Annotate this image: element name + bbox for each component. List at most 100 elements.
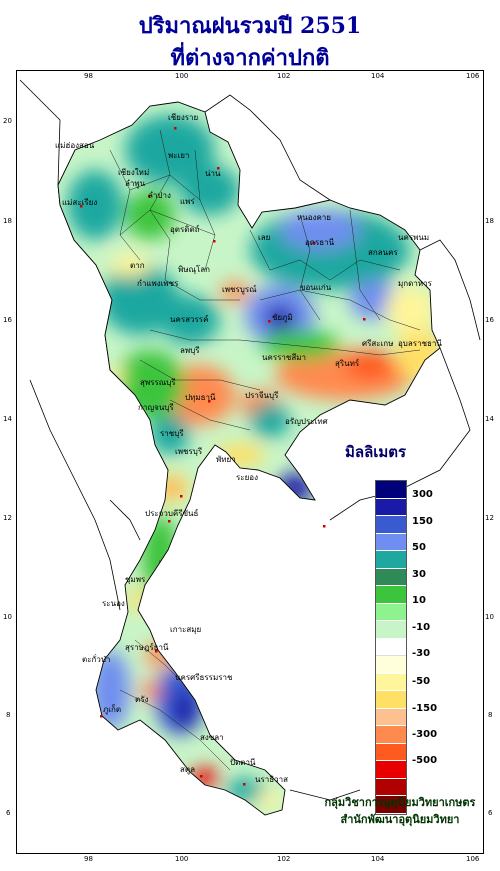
y-tick-left: 16 [3, 316, 12, 324]
province-label: เพชรบุรี [175, 447, 203, 456]
x-tick-bottom: 102 [277, 855, 291, 863]
province-label: ชุมพร [125, 575, 146, 584]
province-label: อุดรธานี [305, 238, 335, 247]
province-label: พัทยา [216, 455, 236, 464]
province-label: น่าน [205, 169, 221, 178]
province-label: แม่สะเรียง [62, 198, 97, 207]
province-label: เกาะสมุย [170, 625, 201, 634]
province-label: ปัตตานี [230, 758, 256, 767]
province-label: ลำพูน [125, 179, 146, 189]
y-tick-left: 14 [3, 415, 12, 423]
legend-swatch [376, 481, 406, 499]
legend-label: 10 [412, 595, 426, 606]
legend-title: มิลลิเมตร [345, 443, 407, 461]
legend-swatch [376, 568, 406, 586]
legend-swatch [376, 761, 406, 779]
legend-label: 150 [412, 516, 433, 527]
y-tick-left: 6 [6, 809, 11, 817]
province-label: หนองคาย [297, 213, 331, 222]
province-label: สกลนคร [368, 248, 398, 257]
y-tick-right: 14 [485, 415, 494, 423]
legend-label: 50 [412, 542, 426, 553]
x-tick-bottom: 98 [84, 855, 93, 863]
x-tick-bottom: 104 [371, 855, 385, 863]
province-label: ตาก [130, 261, 145, 270]
province-label: สุพรรณบุรี [140, 378, 176, 387]
province-label: อุตรดิตถ์ [170, 224, 200, 234]
legend-label: 30 [412, 569, 426, 580]
province-label: ระนอง [102, 599, 125, 608]
credit-line-2: สำนักพัฒนาอุตุนิยมวิทยา [340, 813, 460, 826]
legend-swatch [376, 778, 406, 796]
province-label: ปราจีนบุรี [245, 391, 279, 400]
legend-label: -50 [412, 676, 431, 687]
province-label: กาญจนบุรี [138, 403, 174, 412]
province-label: ชัยภูมิ [272, 313, 293, 323]
map-title: ปริมาณฝนรวมปี 2551 [138, 13, 362, 39]
legend-swatch [376, 621, 406, 639]
province-label: อุบลราชธานี [398, 339, 442, 348]
province-label: กำแพงเพชร [137, 279, 179, 288]
province-label: นครพนม [398, 233, 429, 242]
province-label: เลย [258, 233, 270, 242]
x-tick-top: 102 [277, 72, 291, 80]
province-label: แม่ฮ่องสอน [55, 141, 95, 150]
y-tick-left: 10 [3, 613, 12, 621]
legend-swatch [376, 638, 406, 656]
province-label: สงขลา [200, 733, 224, 742]
legend-swatch [376, 743, 406, 761]
y-tick-left: 20 [3, 117, 12, 125]
province-label: เชียงราย [168, 113, 198, 122]
legend-swatch [376, 796, 406, 814]
x-tick-bottom: 106 [466, 855, 480, 863]
legend-label: -300 [412, 729, 438, 740]
credit-line-1: กลุ่มวิชาการอุตุนิยมวิทยาเกษตร [324, 796, 476, 809]
province-label: ภูเก็ต [103, 704, 121, 715]
province-label: ปทุมธานี [185, 393, 216, 402]
legend-label: 300 [412, 489, 433, 500]
legend-swatch [376, 603, 406, 621]
y-tick-left: 18 [3, 217, 12, 225]
province-label: มุกดาหาร [398, 279, 433, 288]
province-label: ตรัง [135, 695, 148, 704]
legend-swatch [376, 726, 406, 744]
legend-swatch [376, 708, 406, 726]
legend-label: -10 [412, 622, 431, 633]
province-label: ศรีสะเกษ [362, 339, 393, 348]
legend-swatch [376, 656, 406, 674]
legend-colorbar [375, 480, 407, 815]
province-label: เชียงใหม่ [118, 168, 149, 177]
x-tick-top: 100 [175, 72, 189, 80]
y-tick-right: 18 [485, 217, 494, 225]
x-tick-top: 98 [84, 72, 93, 80]
province-label: ขอนแก่น [300, 283, 332, 292]
y-tick-right: 16 [485, 316, 494, 324]
y-tick-left: 12 [3, 514, 12, 522]
province-label: นครศรีธรรมราช [175, 673, 233, 682]
x-tick-top: 104 [371, 72, 385, 80]
map-subtitle: ที่ต่างจากค่าปกติ [170, 45, 330, 71]
province-label: ลำปาง [148, 191, 171, 200]
y-tick-right: 6 [488, 809, 493, 817]
province-label: พะเยา [168, 151, 189, 160]
province-labels: เชียงราย แม่ฮ่องสอน เชียงใหม่ พะเยา ลำพู… [55, 113, 442, 784]
province-label: ลพบุรี [180, 346, 200, 355]
province-label: พิษณุโลก [178, 264, 210, 274]
y-tick-right: 10 [485, 613, 494, 621]
y-tick-left: 8 [6, 711, 11, 719]
province-label: นราธิวาส [255, 775, 288, 784]
station-markers [80, 127, 366, 786]
province-label: สตูล [180, 765, 195, 775]
province-label: ระยอง [236, 473, 258, 482]
x-tick-bottom: 100 [175, 855, 189, 863]
legend-label: -150 [412, 703, 438, 714]
province-label: ตะกั่วป่า [82, 653, 110, 664]
y-tick-right: 8 [488, 711, 493, 719]
province-label: เพชรบูรณ์ [222, 284, 257, 295]
province-label: นครสวรรค์ [170, 314, 208, 324]
legend-label: -30 [412, 648, 431, 659]
y-tick-right: 12 [485, 514, 494, 522]
province-borders [109, 129, 421, 771]
